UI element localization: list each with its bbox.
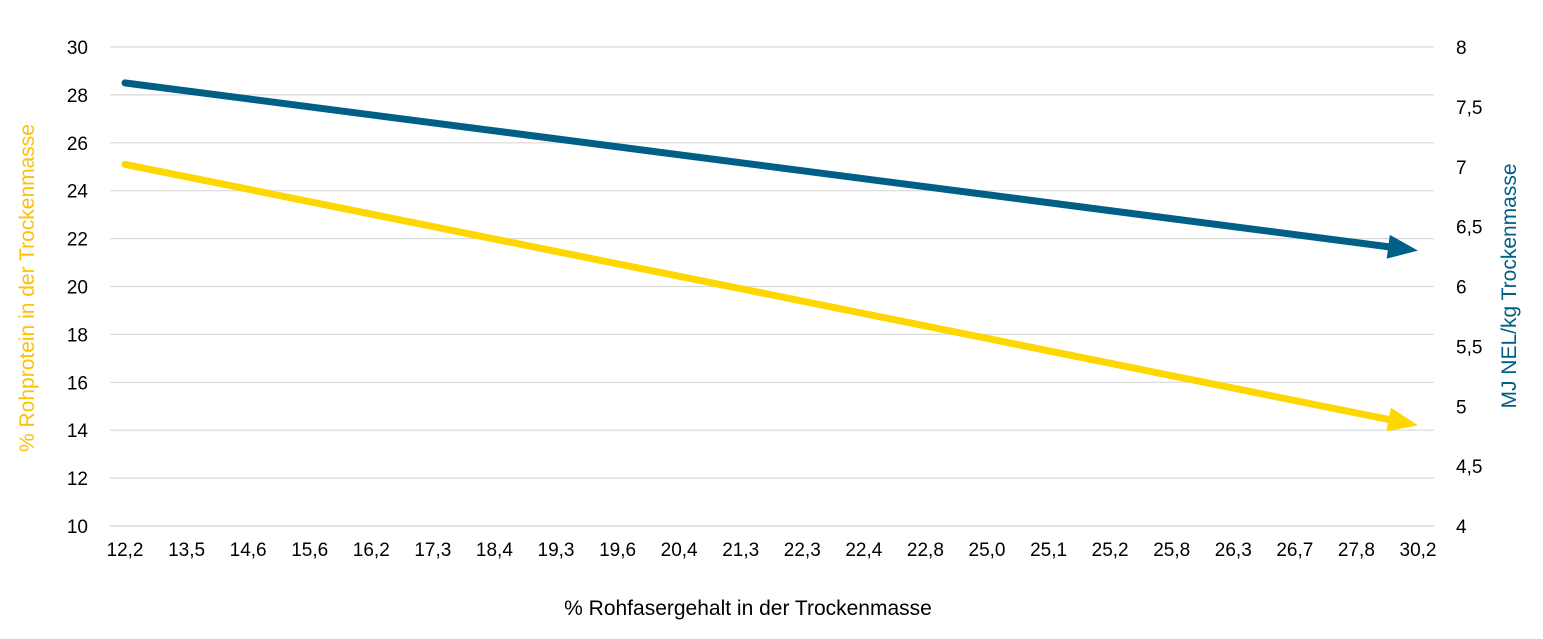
x-axis-ticks: 12,2 13,5 14,6 15,6 16,2 17,3 18,4 19,3 19,6 20,4… <box>107 540 1437 561</box>
left-axis-ticks: 10 12 14 16 18 20 22 24 26 28 30 <box>67 38 89 538</box>
x-tick-label: 27,8 <box>1338 540 1375 561</box>
right-tick-label: 4 <box>1456 517 1467 538</box>
left-tick-label: 22 <box>67 230 88 251</box>
left-axis-title: % Rohprotein in der Trockenmasse <box>16 124 39 452</box>
x-tick-label: 14,6 <box>230 540 267 561</box>
right-tick-label: 5,5 <box>1456 337 1482 358</box>
series-line-1 <box>121 160 1393 423</box>
right-tick-label: 4,5 <box>1456 457 1482 478</box>
x-tick-label: 18,4 <box>476 540 513 561</box>
left-tick-label: 30 <box>67 38 88 59</box>
left-tick-label: 20 <box>67 278 88 299</box>
left-tick-label: 26 <box>67 134 88 155</box>
left-tick-label: 12 <box>67 469 88 490</box>
left-tick-label: 18 <box>67 325 88 346</box>
x-tick-label: 25,8 <box>1153 540 1190 561</box>
x-tick-label: 12,2 <box>107 540 144 561</box>
x-tick-label: 26,7 <box>1276 540 1313 561</box>
x-tick-label: 25,0 <box>969 540 1006 561</box>
right-tick-label: 6,5 <box>1456 218 1482 239</box>
series-line-2 <box>121 79 1392 251</box>
left-tick-label: 14 <box>67 421 89 442</box>
x-tick-label: 22,4 <box>845 540 882 561</box>
left-tick-label: 28 <box>67 86 88 107</box>
x-tick-label: 22,8 <box>907 540 944 561</box>
right-tick-label: 6 <box>1456 278 1467 299</box>
right-axis-ticks: 4 4,5 5 5,5 6 6,5 7 7,5 8 <box>1456 38 1482 538</box>
left-tick-label: 10 <box>67 517 88 538</box>
gridlines <box>110 46 1434 527</box>
x-tick-label: 16,2 <box>353 540 390 561</box>
right-axis-title: MJ NEL/kg Trockenmasse <box>1498 163 1521 408</box>
x-tick-label: 20,4 <box>661 540 698 561</box>
series-group <box>121 79 1418 432</box>
x-tick-label: 19,3 <box>538 540 575 561</box>
x-axis-title: % Rohfasergehalt in der Trockenmasse <box>564 597 932 620</box>
x-tick-label: 25,2 <box>1092 540 1129 561</box>
x-tick-label: 19,6 <box>599 540 636 561</box>
x-tick-label: 15,6 <box>291 540 328 561</box>
x-tick-label: 25,1 <box>1030 540 1067 561</box>
x-tick-label: 13,5 <box>168 540 205 561</box>
right-tick-label: 7,5 <box>1456 98 1482 119</box>
x-tick-label: 30,2 <box>1400 540 1437 561</box>
left-tick-label: 16 <box>67 373 88 394</box>
left-tick-label: 24 <box>67 182 89 203</box>
series-arrowhead-2 <box>1386 234 1418 259</box>
series-arrowhead-1 <box>1386 407 1418 432</box>
right-tick-label: 8 <box>1456 38 1467 59</box>
x-tick-label: 22,3 <box>784 540 821 561</box>
x-tick-label: 26,3 <box>1215 540 1252 561</box>
x-tick-label: 21,3 <box>722 540 759 561</box>
right-tick-label: 5 <box>1456 397 1467 418</box>
x-tick-label: 17,3 <box>414 540 451 561</box>
right-tick-label: 7 <box>1456 158 1467 179</box>
